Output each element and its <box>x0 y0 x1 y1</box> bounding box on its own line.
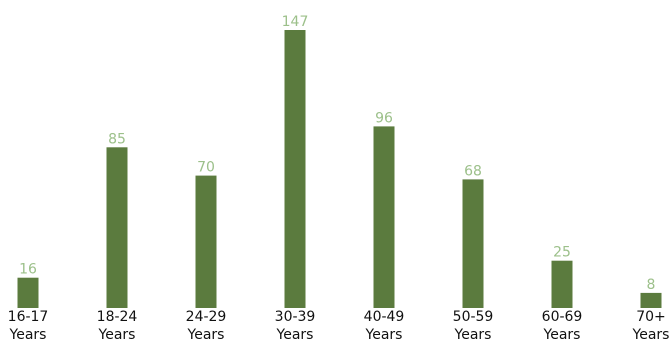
category-label-1-line-1: Years <box>98 327 136 341</box>
category-label-4-line-1: Years <box>365 327 403 341</box>
category-label-3-line-0: 30-39 <box>275 309 316 325</box>
bar-2 <box>195 175 217 308</box>
category-label-1: 18-24 Years <box>97 309 138 341</box>
value-label-7: 8 <box>647 277 656 293</box>
category-label-2: 24-29 Years <box>186 309 227 341</box>
category-label-6-line-1: Years <box>543 327 581 341</box>
bars-group <box>17 30 662 309</box>
value-label-6: 25 <box>553 245 571 261</box>
value-label-4: 96 <box>375 110 393 126</box>
category-label-7-line-1: Years <box>632 327 669 341</box>
value-label-1: 85 <box>108 131 126 147</box>
category-label-6: 60-69 Years <box>542 309 583 341</box>
bar-3 <box>284 30 306 308</box>
bar-7 <box>640 292 662 308</box>
category-label-4-line-0: 40-49 <box>364 309 405 325</box>
category-label-7-line-0: 70+ <box>636 309 666 325</box>
value-label-5: 68 <box>464 163 482 179</box>
category-label-1-line-0: 18-24 <box>97 309 138 325</box>
value-label-3: 147 <box>282 14 309 30</box>
category-label-2-line-0: 24-29 <box>186 309 227 325</box>
category-label-0: 16-17 Years <box>8 309 49 341</box>
category-label-5-line-0: 50-59 <box>453 309 494 325</box>
bar-5 <box>462 179 484 308</box>
category-label-4: 40-49 Years <box>364 309 405 341</box>
value-label-2: 70 <box>197 160 215 176</box>
bar-6 <box>551 260 573 308</box>
category-label-6-line-0: 60-69 <box>542 309 583 325</box>
bar-0 <box>17 277 39 308</box>
category-label-3: 30-39 Years <box>275 309 316 341</box>
category-labels-group: 16-17 Years 18-24 Years 24-29 Years 30-39 Years… <box>8 309 669 341</box>
bar-4 <box>373 126 395 309</box>
category-label-5: 50-59 Years <box>453 309 494 341</box>
category-label-0-line-0: 16-17 <box>8 309 49 325</box>
value-labels-group: 16 85 70 147 96 68 25 8 <box>19 14 655 293</box>
category-label-7: 70+ Years <box>632 309 669 341</box>
category-label-2-line-1: Years <box>187 327 225 341</box>
category-label-3-line-1: Years <box>276 327 314 341</box>
category-label-5-line-1: Years <box>454 327 492 341</box>
category-label-0-line-1: Years <box>9 327 47 341</box>
bar-1 <box>106 147 128 308</box>
value-label-0: 16 <box>19 262 37 278</box>
